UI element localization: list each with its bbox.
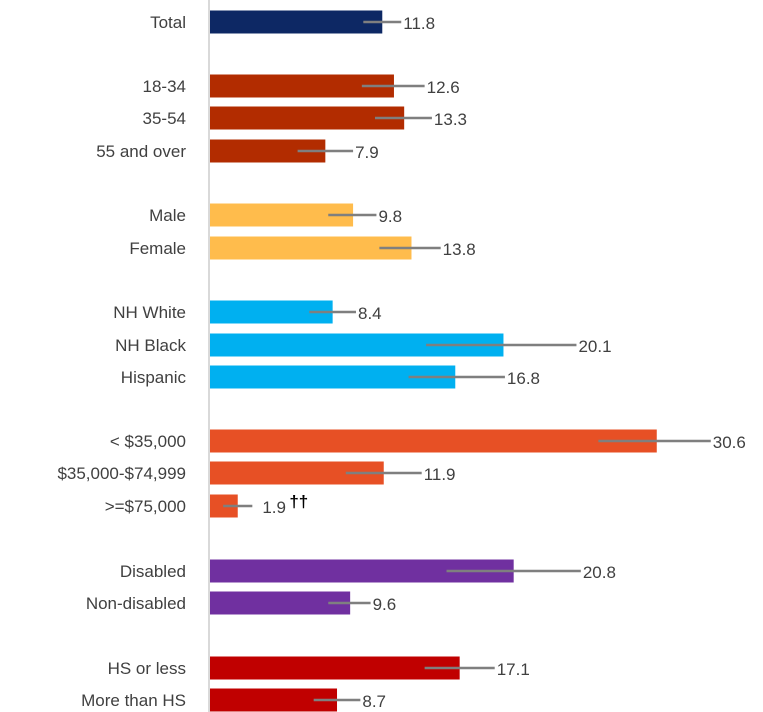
value-label-nh-white: 8.4	[358, 304, 382, 323]
category-label-nh-white: NH White	[113, 303, 186, 322]
value-label-more-than-hs: 8.7	[362, 692, 386, 711]
value-label-hispanic: 16.8	[507, 369, 540, 388]
category-label-35-000-74-999: $35,000-$74,999	[57, 464, 186, 483]
bar-female	[210, 236, 412, 260]
value-label-marker-75-000: ††	[289, 492, 308, 511]
category-label-nh-black: NH Black	[115, 336, 186, 355]
category-label-male: Male	[149, 206, 186, 225]
value-label-non-disabled: 9.6	[373, 595, 397, 614]
bar-nh-white	[210, 300, 333, 324]
bar-35-000-74-999	[210, 461, 384, 485]
value-label-75-000: 1.9	[262, 498, 286, 517]
bar-35-000	[210, 429, 657, 453]
value-label-nh-black: 20.1	[578, 337, 611, 356]
value-label-18-34: 12.6	[427, 78, 460, 97]
bar-hispanic	[210, 365, 456, 389]
value-label-male: 9.8	[378, 207, 402, 226]
bar-more-than-hs	[210, 688, 338, 712]
category-label-hs-or-less: HS or less	[108, 659, 186, 678]
bar-nh-black	[210, 333, 504, 357]
bars-layer: Total 11.8 18-34 12.6 35-54 13.3 55 and over 7.…	[57, 10, 746, 712]
category-label-hispanic: Hispanic	[121, 368, 187, 387]
bar-disabled	[210, 559, 514, 583]
value-label-35-54: 13.3	[434, 110, 467, 129]
value-label-total: 11.8	[403, 14, 435, 33]
value-label-35-000-74-999: 11.9	[424, 465, 456, 484]
category-label-75-000: >=$75,000	[105, 497, 186, 516]
bar-55-and-over	[210, 139, 326, 163]
category-label-35-000: < $35,000	[110, 432, 186, 451]
category-label-35-54: 35-54	[143, 109, 186, 128]
category-label-18-34: 18-34	[143, 77, 186, 96]
bar-18-34	[210, 74, 394, 98]
value-label-55-and-over: 7.9	[355, 143, 379, 162]
bar-total	[210, 10, 383, 34]
category-label-more-than-hs: More than HS	[81, 691, 186, 710]
value-label-hs-or-less: 17.1	[497, 660, 530, 679]
bar-male	[210, 203, 354, 227]
bar-35-54	[210, 106, 405, 130]
value-label-35-000: 30.6	[713, 433, 746, 452]
category-label-disabled: Disabled	[120, 562, 186, 581]
value-label-disabled: 20.8	[583, 563, 616, 582]
category-label-non-disabled: Non-disabled	[86, 594, 186, 613]
category-label-female: Female	[129, 239, 186, 258]
bar-non-disabled	[210, 591, 351, 615]
category-label-total: Total	[150, 13, 186, 32]
value-label-female: 13.8	[443, 240, 476, 259]
category-label-55-and-over: 55 and over	[96, 142, 186, 161]
bar-hs-or-less	[210, 656, 460, 680]
